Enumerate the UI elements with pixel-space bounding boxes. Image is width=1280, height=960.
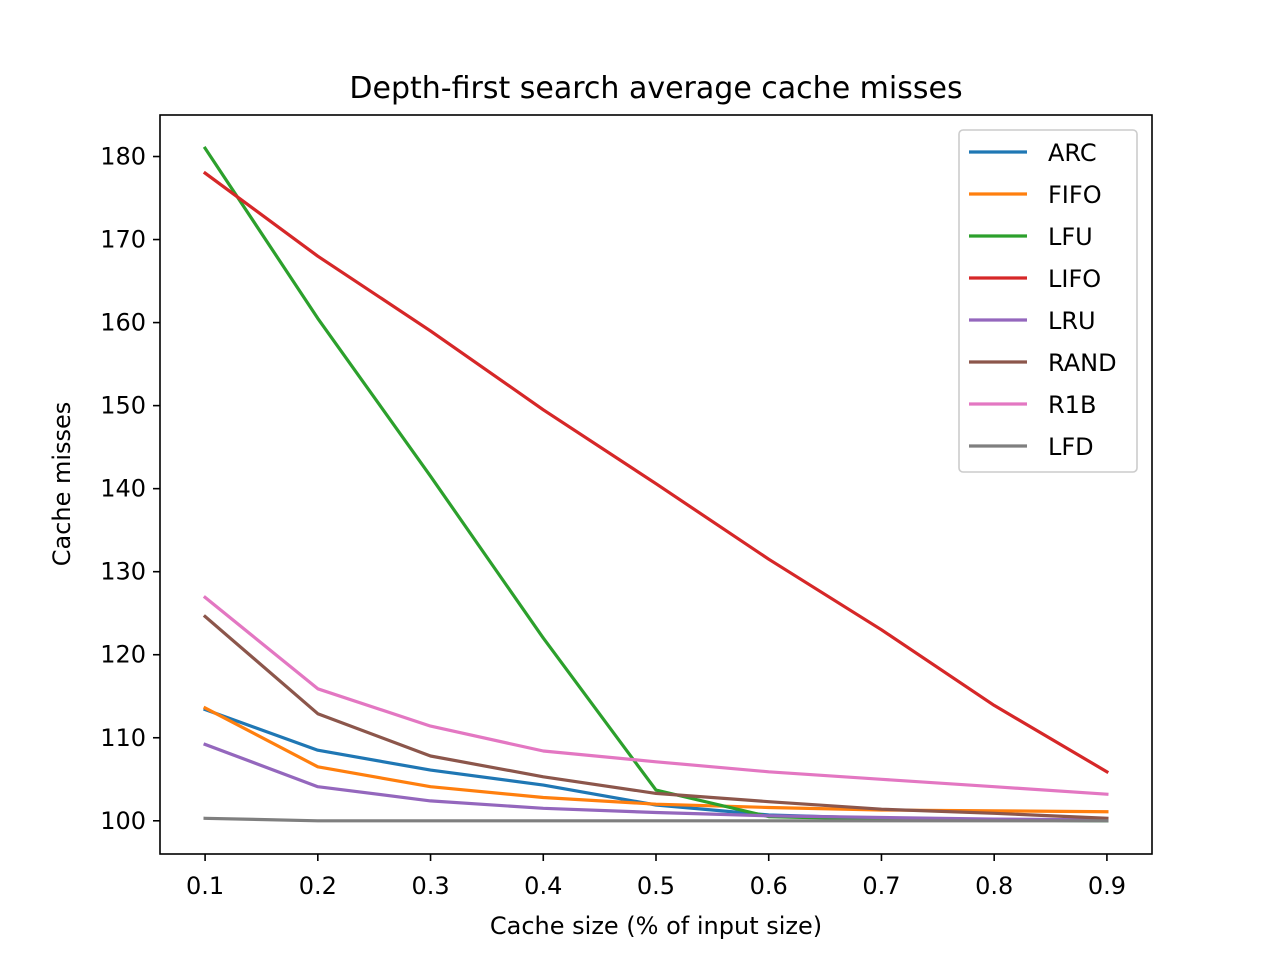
axis-ticks: 0.1 0.2 0.3 0.4 0.5 0.6 0.7 0.8 0.9 100 110 120 130 1… xyxy=(100,143,1126,900)
series-line-lifo xyxy=(202,170,1110,774)
legend-label-lfu: LFU xyxy=(1048,223,1093,251)
legend-label-fifo: FIFO xyxy=(1048,181,1102,209)
legend-label-lru: LRU xyxy=(1048,307,1096,335)
series-line-r1b xyxy=(202,595,1109,796)
y-tick-label: 180 xyxy=(100,143,146,171)
series-lines xyxy=(202,145,1110,823)
series-line-lru xyxy=(203,742,1109,822)
plot-area-frame xyxy=(159,114,1153,855)
series-line-rand xyxy=(202,614,1109,820)
x-tick-label: 0.8 xyxy=(975,872,1013,900)
y-tick-label: 170 xyxy=(100,226,146,254)
legend-label-lfd: LFD xyxy=(1048,433,1094,461)
x-tick-label: 0.9 xyxy=(1088,872,1126,900)
x-tick-label: 0.6 xyxy=(750,872,788,900)
y-tick-label: 110 xyxy=(100,724,146,752)
x-tick-label: 0.7 xyxy=(862,872,900,900)
y-tick-label: 150 xyxy=(100,392,146,420)
series-line-lfd xyxy=(203,816,1109,823)
y-tick-label: 130 xyxy=(100,558,146,586)
legend-label-lifo: LIFO xyxy=(1048,265,1101,293)
x-tick-label: 0.2 xyxy=(299,872,337,900)
legend: ARC FIFO LFU LIFO LRU RAND R1B LFD xyxy=(958,129,1138,473)
legend-label-rand: RAND xyxy=(1048,349,1117,377)
x-tick-label: 0.3 xyxy=(411,872,449,900)
y-tick-label: 120 xyxy=(100,641,146,669)
chart-title: Depth-first search average cache misses xyxy=(349,71,962,106)
x-axis-label: Cache size (% of input size) xyxy=(490,912,822,940)
legend-label-arc: ARC xyxy=(1048,139,1097,167)
y-tick-label: 140 xyxy=(100,475,146,503)
x-tick-label: 0.1 xyxy=(186,872,224,900)
legend-label-r1b: R1B xyxy=(1048,391,1096,419)
legend-frame xyxy=(958,129,1138,473)
y-tick-label: 160 xyxy=(100,309,146,337)
x-tick-label: 0.5 xyxy=(637,872,675,900)
y-tick-label: 100 xyxy=(100,807,146,835)
x-tick-label: 0.4 xyxy=(524,872,562,900)
y-axis-label: Cache misses xyxy=(48,402,76,567)
